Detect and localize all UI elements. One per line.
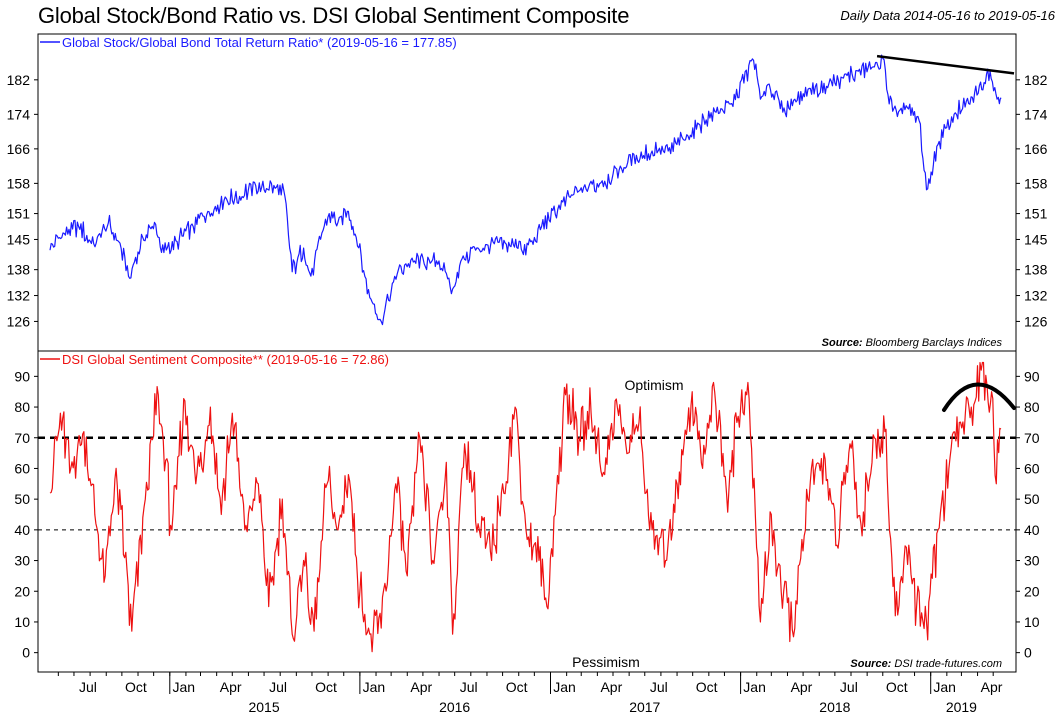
annotation-pessimism: Pessimism: [572, 654, 640, 670]
y-tick-label-left: 10: [14, 614, 30, 630]
y-tick-label-right: 0: [1024, 645, 1032, 661]
x-year-label: 2016: [439, 699, 470, 715]
y-tick-label-right: 138: [1024, 262, 1048, 278]
source-text: DSI trade-futures.com: [894, 658, 1002, 670]
x-month-label: Apr: [791, 679, 813, 695]
x-month-label: Jul: [650, 679, 668, 695]
panel-frame: [37, 350, 1017, 673]
x-month-label: Oct: [315, 679, 337, 695]
x-month-label: Oct: [125, 679, 147, 695]
y-tick-label-left: 158: [7, 175, 31, 191]
axes-layer: [34, 33, 1020, 694]
x-month-label: Jan: [363, 679, 386, 695]
y-tick-label-left: 138: [7, 262, 31, 278]
y-tick-label-right: 182: [1024, 72, 1048, 88]
annotation-optimism: Optimism: [624, 377, 683, 393]
reference-lines: [38, 436, 1016, 531]
y-tick-label-right: 50: [1024, 491, 1040, 507]
x-year-label: 2019: [946, 699, 977, 715]
x-month-label: Jul: [79, 679, 97, 695]
y-tick-label-right: 90: [1024, 368, 1040, 384]
x-month-label: Jan: [172, 679, 195, 695]
y-tick-label-right: 132: [1024, 288, 1048, 304]
x-month-label: Oct: [506, 679, 528, 695]
y-tick-label-left: 90: [14, 368, 30, 384]
x-month-label: Jan: [553, 679, 576, 695]
sentiment-composite-line: [49, 361, 1002, 653]
stock-bond-ratio-line: [49, 54, 1002, 326]
y-tick-label-right: 60: [1024, 460, 1040, 476]
x-month-label: Oct: [886, 679, 908, 695]
x-month-label: Apr: [220, 679, 242, 695]
y-tick-label-right: 40: [1024, 522, 1040, 538]
y-tick-label-left: 174: [7, 106, 31, 122]
x-month-label: Oct: [696, 679, 718, 695]
y-tick-label-left: 145: [7, 231, 31, 247]
y-tick-label-right: 80: [1024, 399, 1040, 415]
source-note: Source: DSI trade-futures.com: [850, 658, 1002, 670]
legend-label: DSI Global Sentiment Composite** (2019-0…: [62, 352, 389, 367]
y-tick-label-right: 145: [1024, 231, 1048, 247]
y-tick-label-left: 70: [14, 430, 30, 446]
x-month-label: Apr: [410, 679, 432, 695]
y-tick-label-left: 0: [22, 645, 30, 661]
y-tick-label-left: 126: [7, 313, 31, 329]
chart-subtitle: Daily Data 2014-05-16 to 2019-05-16: [840, 8, 1055, 23]
panel-frame: [37, 33, 1017, 352]
y-tick-label-right: 20: [1024, 583, 1040, 599]
legend-label: Global Stock/Global Bond Total Return Ra…: [62, 35, 457, 50]
x-month-label: Jul: [269, 679, 287, 695]
y-tick-label-left: 40: [14, 522, 30, 538]
trendline: [876, 54, 1015, 75]
x-year-label: 2018: [819, 699, 850, 715]
text-layer: 126 126 132 132 138 138 145 145 151 151 158 158 166 1…: [7, 35, 1048, 715]
y-tick-label-right: 30: [1024, 553, 1040, 569]
source-note: Source: Bloomberg Barclays Indices: [822, 337, 1003, 349]
y-tick-label-left: 20: [14, 583, 30, 599]
x-year-label: 2015: [248, 699, 279, 715]
y-tick-label-left: 60: [14, 460, 30, 476]
x-month-label: Apr: [981, 679, 1003, 695]
source-label: Source:: [850, 658, 894, 670]
y-tick-label-right: 70: [1024, 430, 1040, 446]
y-tick-label-right: 166: [1024, 141, 1048, 157]
x-month-label: Jul: [840, 679, 858, 695]
y-tick-label-left: 151: [7, 206, 31, 222]
y-tick-label-left: 132: [7, 288, 31, 304]
y-tick-label-left: 166: [7, 141, 31, 157]
y-tick-label-left: 80: [14, 399, 30, 415]
y-tick-label-right: 174: [1024, 106, 1048, 122]
y-tick-label-right: 126: [1024, 313, 1048, 329]
y-tick-label-right: 158: [1024, 175, 1048, 191]
x-month-label: Jan: [933, 679, 956, 695]
y-tick-label-left: 182: [7, 72, 31, 88]
y-tick-label-left: 50: [14, 491, 30, 507]
x-month-label: Jul: [460, 679, 478, 695]
y-tick-label-right: 10: [1024, 614, 1040, 630]
source-text: Bloomberg Barclays Indices: [866, 337, 1003, 349]
series-layer: [49, 54, 1016, 653]
chart-title: Global Stock/Bond Ratio vs. DSI Global S…: [38, 3, 630, 28]
x-year-label: 2017: [629, 699, 660, 715]
source-label: Source:: [822, 337, 866, 349]
peak-arc: [942, 382, 1016, 412]
x-month-label: Jan: [743, 679, 766, 695]
x-month-label: Apr: [600, 679, 622, 695]
y-tick-label-left: 30: [14, 553, 30, 569]
y-tick-label-right: 151: [1024, 206, 1048, 222]
